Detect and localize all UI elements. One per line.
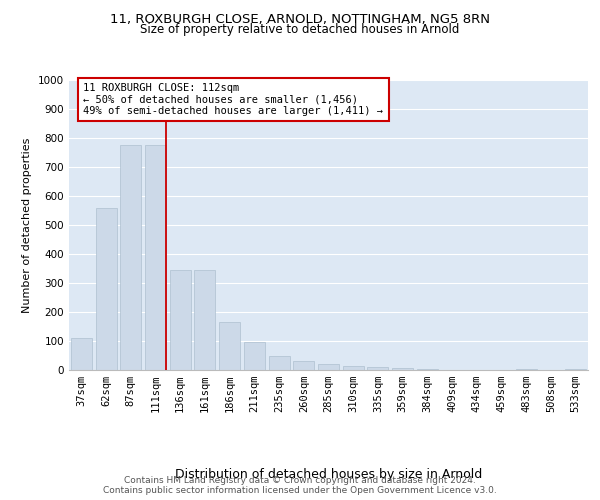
Text: Contains HM Land Registry data © Crown copyright and database right 2024.
Contai: Contains HM Land Registry data © Crown c… [103,476,497,495]
Text: 11, ROXBURGH CLOSE, ARNOLD, NOTTINGHAM, NG5 8RN: 11, ROXBURGH CLOSE, ARNOLD, NOTTINGHAM, … [110,12,490,26]
Bar [244,342,265,370]
Bar [269,356,290,370]
Bar [293,362,314,370]
Bar [367,367,388,370]
Bar [170,270,191,370]
Bar [71,338,92,370]
Bar [219,322,240,370]
Bar [392,368,413,370]
Bar [120,145,141,370]
Bar [343,366,364,370]
Text: Size of property relative to detached houses in Arnold: Size of property relative to detached ho… [140,22,460,36]
Bar [417,368,438,370]
Bar [565,368,586,370]
Y-axis label: Number of detached properties: Number of detached properties [22,138,32,312]
Bar [95,208,116,370]
X-axis label: Distribution of detached houses by size in Arnold: Distribution of detached houses by size … [175,468,482,481]
Bar [318,364,339,370]
Bar [194,270,215,370]
Bar [145,145,166,370]
Bar [516,368,537,370]
Text: 11 ROXBURGH CLOSE: 112sqm
← 50% of detached houses are smaller (1,456)
49% of se: 11 ROXBURGH CLOSE: 112sqm ← 50% of detac… [83,83,383,116]
